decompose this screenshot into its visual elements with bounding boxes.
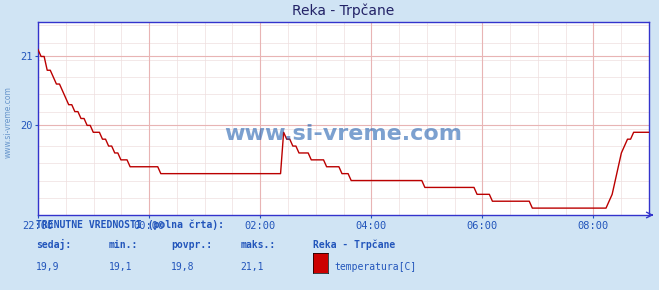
Text: TRENUTNE VREDNOSTI (polna črta):: TRENUTNE VREDNOSTI (polna črta): (36, 220, 224, 230)
Text: 21,1: 21,1 (241, 262, 264, 272)
Text: 19,1: 19,1 (109, 262, 132, 272)
Text: povpr.:: povpr.: (171, 240, 212, 250)
Text: maks.:: maks.: (241, 240, 275, 250)
Text: sedaj:: sedaj: (36, 239, 71, 250)
Text: min.:: min.: (109, 240, 138, 250)
Text: 19,8: 19,8 (171, 262, 195, 272)
Text: temperatura[C]: temperatura[C] (334, 262, 416, 272)
Text: Reka - Trpčane: Reka - Trpčane (313, 240, 395, 250)
Text: www.si-vreme.com: www.si-vreme.com (3, 86, 13, 158)
Title: Reka - Trpčane: Reka - Trpčane (293, 3, 395, 18)
Text: www.si-vreme.com: www.si-vreme.com (225, 124, 463, 144)
Text: 19,9: 19,9 (36, 262, 60, 272)
